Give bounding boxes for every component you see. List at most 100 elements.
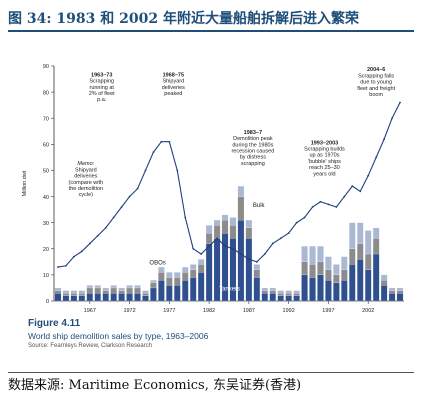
bar-obos (142, 290, 149, 294)
bar-obos (333, 264, 340, 275)
annotation-line: reach 25–30 (309, 165, 340, 171)
deliveries-point (112, 216, 115, 219)
bar-obos (190, 264, 197, 270)
y-tick-label: 40 (43, 195, 49, 201)
bar-bulk (349, 248, 356, 265)
bar-tankers (126, 293, 133, 302)
annotation-line: 1993–2003 (311, 140, 339, 146)
annotation-line: Shipyard (75, 167, 97, 173)
bar-bulk (380, 280, 388, 286)
annotation-line: by distress (240, 155, 267, 161)
bar-tankers (110, 293, 117, 302)
bar-obos (94, 285, 101, 289)
bar-obos (62, 290, 70, 294)
annotation-line: peaked (164, 91, 182, 97)
deliveries-point (279, 237, 282, 240)
bar-obos (372, 227, 380, 239)
bar-obos (205, 225, 213, 234)
bar-obos (158, 266, 165, 273)
bar-obos (237, 186, 245, 197)
bar-bulk (221, 219, 229, 234)
deliveries-point (391, 117, 393, 120)
deliveries-point (184, 216, 187, 219)
bar-obos (325, 256, 332, 270)
bar-obos (269, 287, 276, 291)
bar-tankers (182, 280, 189, 302)
label-obos: OBOs (149, 260, 165, 266)
annotation-line: years old (313, 171, 335, 177)
bar-obos (349, 222, 356, 249)
x-tick-label: 1977 (163, 308, 175, 314)
deliveries-point (343, 195, 346, 198)
bar-tankers (325, 280, 332, 302)
annotation-line: fleet and freight (357, 86, 395, 92)
deliveries-point (128, 195, 131, 198)
bar-tankers (261, 293, 268, 302)
bar-bulk (269, 290, 276, 294)
bar-bulk (150, 282, 157, 289)
bar-tankers (396, 293, 404, 302)
bar-bulk (325, 269, 332, 281)
deliveries-point (271, 242, 274, 245)
deliveries-point (120, 206, 123, 208)
deliveries-point (351, 185, 354, 188)
bar-bulk (94, 287, 101, 294)
bar-bulk (261, 290, 268, 294)
bar-tankers (190, 277, 197, 302)
bar-obos (285, 290, 292, 294)
bar-bulk (118, 290, 125, 294)
bar-obos (54, 287, 62, 291)
annotation-line: deliveries (162, 85, 185, 91)
page-title: 图 34: 1983 和 2002 年附近大量船舶拆解后进入繁荣 (8, 8, 414, 32)
bar-bulk (365, 253, 372, 270)
deliveries-point (72, 255, 75, 258)
y-tick-label: 90 (43, 64, 49, 70)
x-tick-label: 1982 (203, 308, 215, 314)
x-tick-label: 1992 (283, 308, 295, 314)
y-tick-label: 60 (43, 143, 49, 149)
bar-tankers (62, 295, 70, 302)
bar-tankers (54, 293, 62, 302)
deliveries-point (168, 140, 171, 143)
bar-tankers (293, 295, 300, 302)
deliveries-point (311, 206, 314, 208)
bar-obos (174, 272, 181, 278)
annotation-line: due to young (360, 80, 392, 86)
demolition-chart: 0 10 20 30 40 50 60 70 80 90 Million dwt 1967 1972 19… (22, 64, 404, 314)
annotation-line: running at (89, 85, 114, 91)
bar-tankers (245, 238, 253, 302)
bar-obos (182, 266, 189, 273)
deliveries-point (176, 169, 179, 172)
deliveries-point (367, 174, 370, 177)
bar-tankers (380, 285, 388, 302)
x-tick-label: 1997 (322, 308, 334, 314)
annotation-line: Shipyard (162, 79, 184, 85)
bar-tankers (86, 293, 93, 302)
bar-bulk (396, 290, 404, 294)
y-tick-label: 50 (43, 169, 49, 175)
bar-obos (293, 290, 300, 294)
bar-bulk (372, 238, 380, 255)
figure-number: Figure 4.11 (28, 318, 81, 329)
bar-tankers (277, 295, 284, 302)
annotation-line: during the 1980s (232, 142, 273, 148)
deliveries-point (160, 140, 163, 143)
y-tick-label: 80 (43, 90, 49, 96)
x-tick-label: 1987 (243, 308, 255, 314)
deliveries-point (200, 253, 203, 255)
bar-obos (301, 246, 308, 262)
bar-obos (166, 272, 173, 278)
bar-obos (261, 287, 268, 291)
bar-bulk (245, 227, 253, 239)
deliveries-point (375, 156, 378, 159)
label-tankers: Tankers (219, 287, 240, 293)
deliveries-point (57, 266, 59, 268)
bar-obos (245, 219, 253, 228)
bar-obos (253, 264, 261, 270)
annotation-line: scrapping (241, 161, 265, 167)
bar-bulk (341, 269, 348, 281)
bar-bulk (102, 290, 109, 294)
footer-source: 数据来源: Maritime Economics, 东吴证券(香港) (8, 372, 414, 399)
deliveries-line (57, 102, 401, 268)
deliveries-point (399, 101, 401, 104)
